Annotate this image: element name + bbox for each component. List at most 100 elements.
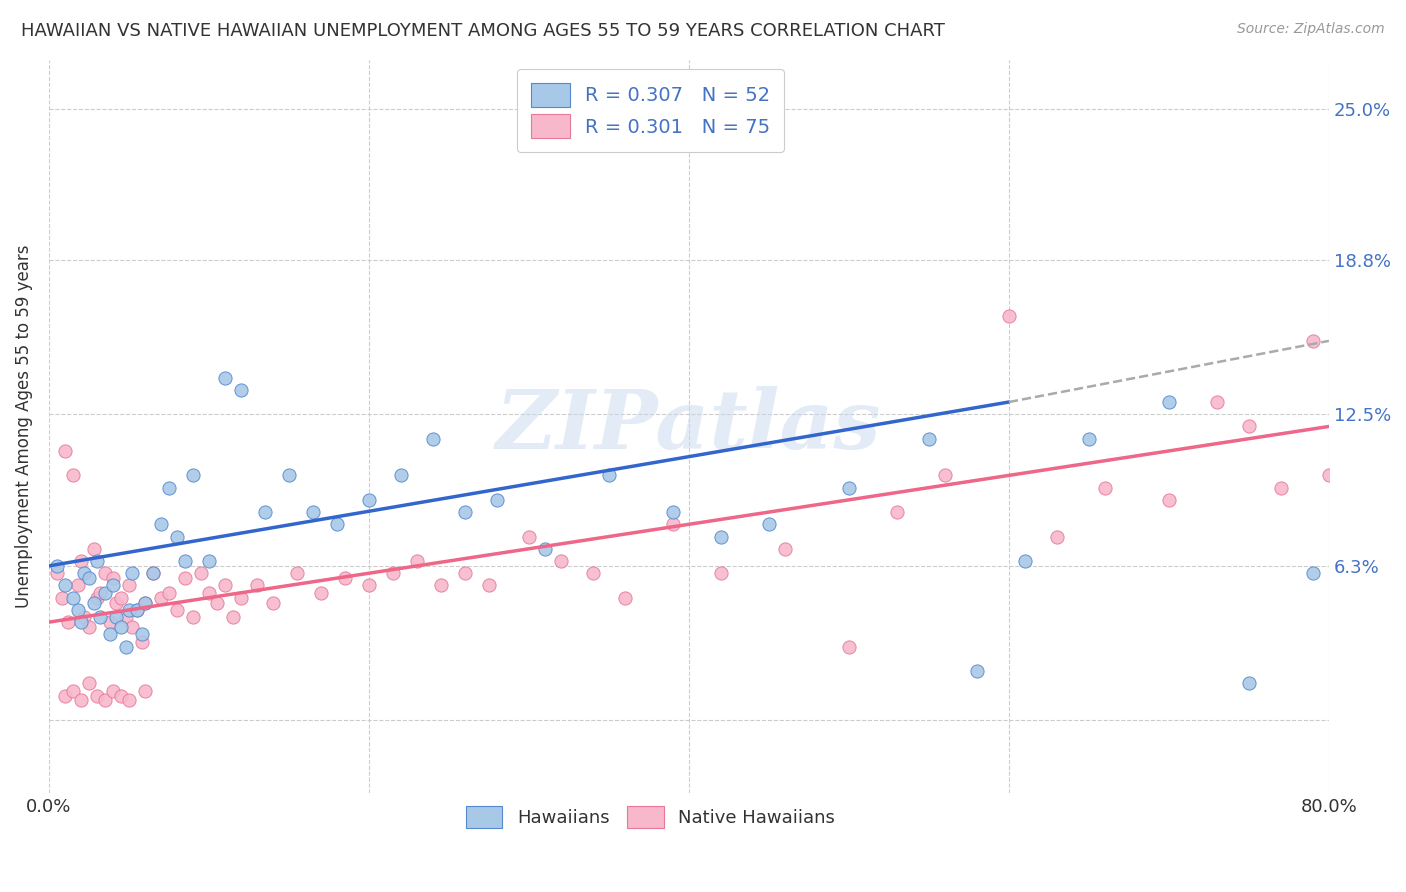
Point xyxy=(1237,676,1260,690)
Point xyxy=(101,578,124,592)
Point xyxy=(333,571,356,585)
Point xyxy=(134,596,156,610)
Point xyxy=(205,596,228,610)
Point xyxy=(66,578,89,592)
Point xyxy=(118,578,141,592)
Point xyxy=(485,492,508,507)
Point xyxy=(550,554,572,568)
Point xyxy=(326,517,349,532)
Point xyxy=(174,571,197,585)
Point xyxy=(517,529,540,543)
Point xyxy=(454,566,477,581)
Text: HAWAIIAN VS NATIVE HAWAIIAN UNEMPLOYMENT AMONG AGES 55 TO 59 YEARS CORRELATION C: HAWAIIAN VS NATIVE HAWAIIAN UNEMPLOYMENT… xyxy=(21,22,945,40)
Point xyxy=(229,591,252,605)
Point xyxy=(62,591,84,605)
Point xyxy=(181,468,204,483)
Point xyxy=(309,586,332,600)
Point xyxy=(662,517,685,532)
Point xyxy=(253,505,276,519)
Point xyxy=(121,620,143,634)
Point xyxy=(131,627,153,641)
Point xyxy=(70,693,93,707)
Point xyxy=(94,566,117,581)
Point xyxy=(149,517,172,532)
Point xyxy=(710,566,733,581)
Point xyxy=(406,554,429,568)
Point xyxy=(1302,334,1324,348)
Point xyxy=(86,554,108,568)
Point xyxy=(70,615,93,629)
Y-axis label: Unemployment Among Ages 55 to 59 years: Unemployment Among Ages 55 to 59 years xyxy=(15,244,32,608)
Point xyxy=(166,603,188,617)
Point xyxy=(77,620,100,634)
Point xyxy=(83,541,105,556)
Point xyxy=(198,586,221,600)
Point xyxy=(381,566,404,581)
Text: Source: ZipAtlas.com: Source: ZipAtlas.com xyxy=(1237,22,1385,37)
Point xyxy=(101,571,124,585)
Point xyxy=(105,596,128,610)
Point xyxy=(174,554,197,568)
Point xyxy=(110,620,132,634)
Point xyxy=(134,596,156,610)
Point xyxy=(758,517,780,532)
Point xyxy=(94,586,117,600)
Point xyxy=(56,615,79,629)
Point xyxy=(838,640,860,654)
Point xyxy=(94,693,117,707)
Point xyxy=(142,566,165,581)
Point xyxy=(83,596,105,610)
Point xyxy=(142,566,165,581)
Point xyxy=(62,683,84,698)
Point xyxy=(46,558,69,573)
Point xyxy=(70,554,93,568)
Point xyxy=(131,634,153,648)
Point xyxy=(62,468,84,483)
Point xyxy=(73,566,96,581)
Point xyxy=(246,578,269,592)
Point xyxy=(121,566,143,581)
Point xyxy=(190,566,212,581)
Point xyxy=(1077,432,1099,446)
Point xyxy=(214,370,236,384)
Point xyxy=(89,586,111,600)
Point xyxy=(357,492,380,507)
Point xyxy=(98,627,121,641)
Point xyxy=(181,610,204,624)
Point xyxy=(53,444,76,458)
Point xyxy=(598,468,620,483)
Point xyxy=(166,529,188,543)
Point xyxy=(1270,481,1292,495)
Legend: Hawaiians, Native Hawaiians: Hawaiians, Native Hawaiians xyxy=(458,799,842,836)
Point xyxy=(613,591,636,605)
Point xyxy=(86,689,108,703)
Point xyxy=(966,664,988,678)
Point xyxy=(1014,554,1036,568)
Point xyxy=(1317,468,1340,483)
Point xyxy=(89,610,111,624)
Point xyxy=(1046,529,1069,543)
Point xyxy=(998,310,1021,324)
Point xyxy=(110,591,132,605)
Point xyxy=(389,468,412,483)
Point xyxy=(86,591,108,605)
Point xyxy=(125,603,148,617)
Point xyxy=(582,566,605,581)
Point xyxy=(262,596,284,610)
Point xyxy=(454,505,477,519)
Point xyxy=(278,468,301,483)
Point xyxy=(125,603,148,617)
Point xyxy=(222,610,245,624)
Point xyxy=(214,578,236,592)
Point xyxy=(1094,481,1116,495)
Point xyxy=(53,578,76,592)
Point xyxy=(101,683,124,698)
Point xyxy=(105,610,128,624)
Point xyxy=(73,610,96,624)
Point xyxy=(114,610,136,624)
Point xyxy=(66,603,89,617)
Point xyxy=(157,586,180,600)
Point xyxy=(157,481,180,495)
Point xyxy=(430,578,453,592)
Point xyxy=(773,541,796,556)
